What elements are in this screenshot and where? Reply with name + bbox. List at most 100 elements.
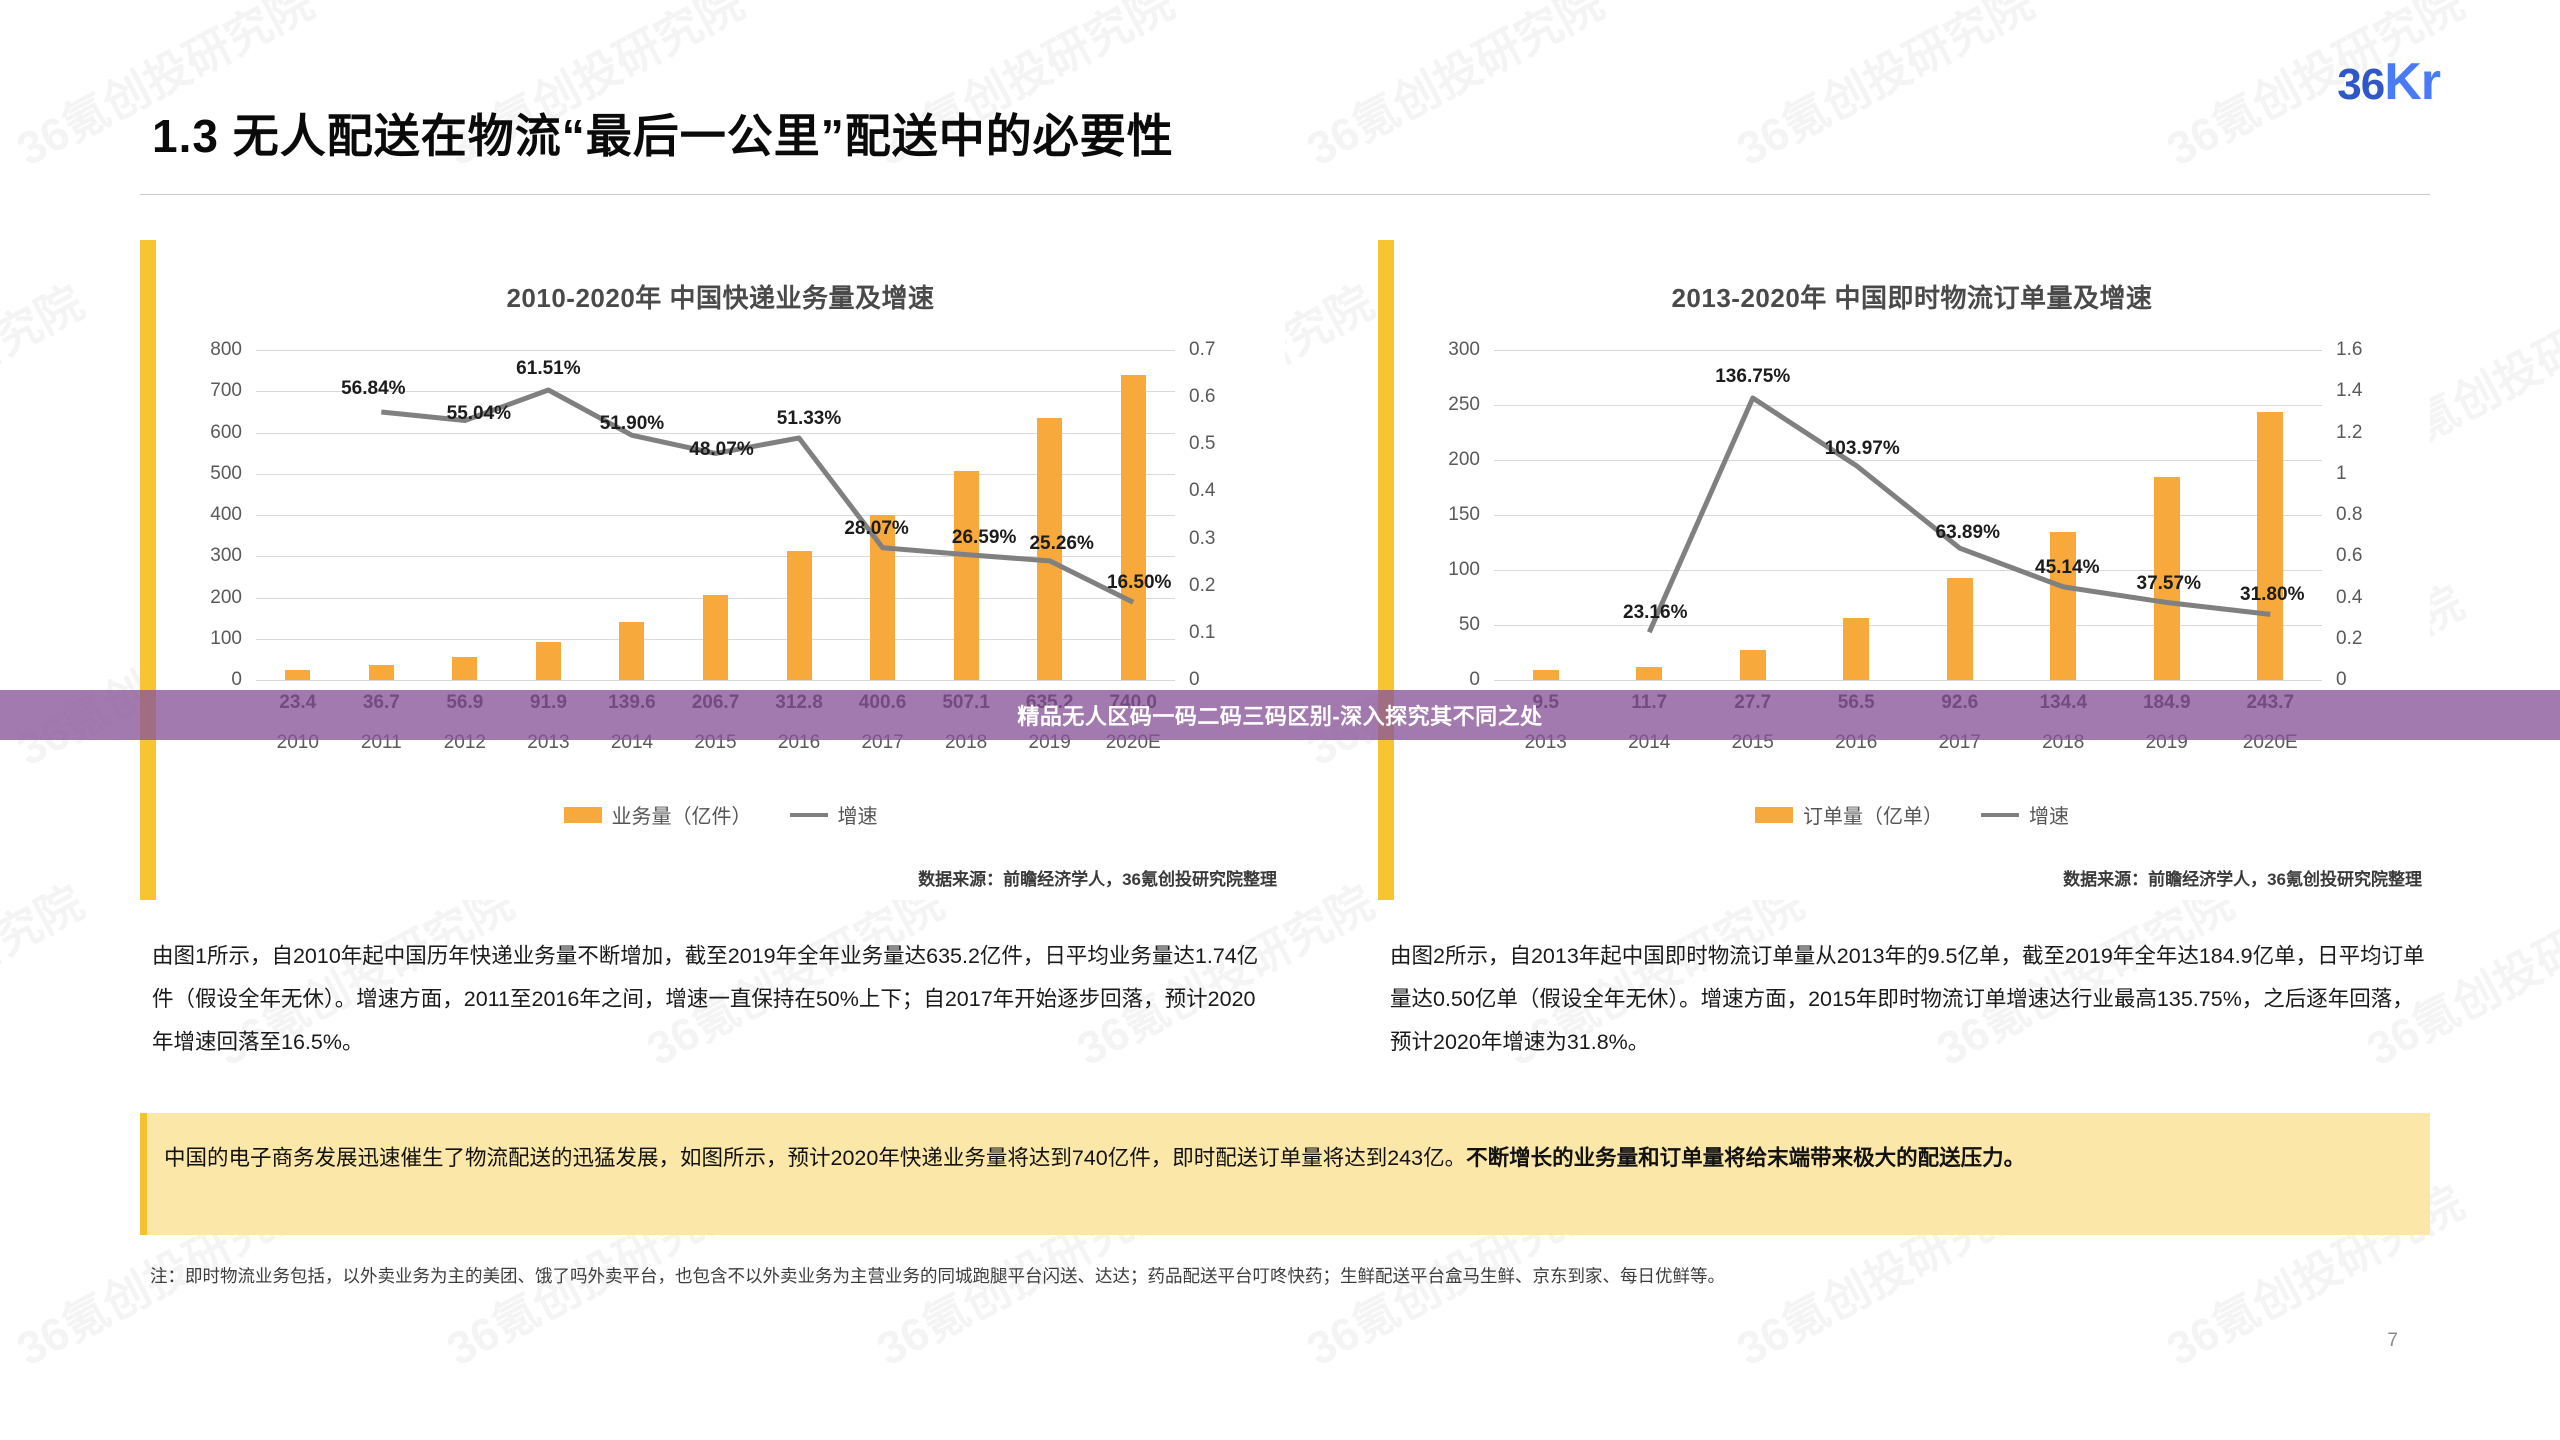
y-axis-tick-right: 0.6 <box>1189 386 1216 408</box>
chart-title: 2010-2020年 中国快递业务量及增速 <box>506 283 935 313</box>
bar <box>2257 411 2284 680</box>
y-axis-tick-right: 1.6 <box>2336 339 2363 360</box>
gridline <box>256 515 1175 516</box>
footnote: 注：即时物流业务包括，以外卖业务为主的美团、饿了吗外卖平台，也包含不以外卖业务为… <box>150 1266 1725 1286</box>
page-number: 7 <box>2387 1330 2398 1351</box>
y-axis-tick-left: 100 <box>1448 559 1480 580</box>
growth-rate-label: 51.33% <box>776 408 842 430</box>
growth-rate-label: 23.16% <box>1623 602 1688 624</box>
highlight-callout: 中国的电子商务发展迅速催生了物流配送的迅猛发展，如图所示，预计2020年快递业务… <box>140 1113 2430 1235</box>
bar <box>702 594 729 680</box>
growth-rate-label: 63.89% <box>1935 522 2000 544</box>
overlay-banner-text: 精品无人区码一码二码三码区别-深入探究其不同之处 <box>1017 704 1543 729</box>
y-axis-tick-left: 200 <box>1448 449 1480 470</box>
logo-k-text: Kr <box>2384 53 2441 111</box>
gridline <box>1494 570 2322 571</box>
title-divider <box>140 194 2430 195</box>
gridline <box>1494 680 2322 681</box>
chart-source: 数据来源：前瞻经济学人，36氪创投研究院整理 <box>918 870 1277 889</box>
y-axis-tick-right: 0 <box>2336 669 2347 690</box>
gridline <box>256 432 1175 434</box>
plot-area: 0 100 200 300 400 500 600 700 800 0 0.1 0.2 0.3 0.4 0.… <box>210 339 1215 753</box>
y-axis-tick-right: 0.5 <box>1189 433 1216 455</box>
chart-canvas-instant: 2013-2020年 中国即时物流订单量及增速 0 50 100 150 200 250 30… <box>1394 240 2430 900</box>
growth-rate-label: 51.90% <box>599 413 665 435</box>
page-title: 1.3 无人配送在物流“最后一公里”配送中的必要性 <box>152 110 1174 162</box>
growth-rate-label: 37.57% <box>2136 572 2201 594</box>
watermark-text: 36氪创投研究院 <box>0 275 92 476</box>
y-axis-tick-right: 0.2 <box>1189 574 1216 596</box>
highlight-accent-bar <box>140 1113 147 1235</box>
legend-line-swatch-icon <box>789 812 828 817</box>
y-axis-tick-left: 400 <box>210 504 242 525</box>
bar <box>870 514 896 680</box>
highlight-strong-text: 不断增长的业务量和订单量将给末端带来极大的配送压力。 <box>1466 1146 2026 1170</box>
y-axis-tick-left: 800 <box>210 339 242 360</box>
y-axis-tick-left: 600 <box>210 421 242 443</box>
growth-rate-label: 45.14% <box>2035 556 2100 578</box>
chart-panel-instant: 2013-2020年 中国即时物流订单量及增速 0 50 100 150 200 250 30… <box>1378 240 2430 900</box>
bar <box>1843 617 1870 680</box>
growth-rate-label: 103.97% <box>1824 437 1900 459</box>
y-axis-tick-left: 700 <box>210 380 242 402</box>
highlight-normal-text: 中国的电子商务发展迅速催生了物流配送的迅猛发展，如图所示，预计2020年快递业务… <box>164 1146 1467 1170</box>
overlay-banner: 精品无人区码一码二码三码区别-深入探究其不同之处 <box>0 690 2560 740</box>
legend-label-volume: 订单量（亿单） <box>1803 806 1943 828</box>
gridline <box>1494 405 2322 406</box>
gridline <box>256 391 1175 393</box>
y-axis-tick-right: 0.4 <box>1189 480 1216 502</box>
y-axis-tick-left: 250 <box>1448 394 1480 415</box>
y-axis-tick-right: 0 <box>1189 669 1200 690</box>
bar <box>452 656 478 680</box>
y-axis-tick-left: 500 <box>210 462 242 484</box>
bar <box>1739 649 1766 680</box>
y-axis-tick-right: 0.1 <box>1189 621 1216 643</box>
paragraph-chart1: 由图1所示，自2010年起中国历年快递业务量不断增加，截至2019年全年业务量达… <box>152 944 1259 1054</box>
legend-bar-swatch-icon <box>563 806 602 823</box>
bar <box>285 670 311 680</box>
bar <box>1532 669 1559 680</box>
legend-bar-swatch-icon <box>1755 806 1793 823</box>
bar <box>953 470 979 680</box>
legend-label-growth: 增速 <box>2029 806 2069 828</box>
panel-accent-bar <box>140 240 156 900</box>
y-axis-tick-right: 0.6 <box>2336 545 2363 567</box>
growth-rate-label: 31.80% <box>2240 584 2305 606</box>
gridline <box>1494 460 2322 461</box>
gridline <box>1494 625 2322 626</box>
chart-legend: 订单量（亿单） 增速 <box>1394 800 2430 829</box>
chart-panel-express: 2010-2020年 中国快递业务量及增速 0 100 200 300 400 500 600… <box>140 240 1285 900</box>
highlight-text: 中国的电子商务发展迅速催生了物流配送的迅猛发展，如图所示，预计2020年快递业务… <box>164 1135 2410 1181</box>
growth-rate-label: 48.07% <box>689 439 754 461</box>
growth-rate-label: 136.75% <box>1715 365 1791 387</box>
growth-rate-label: 55.04% <box>446 402 512 424</box>
bar <box>619 622 645 680</box>
y-axis-tick-left: 200 <box>210 586 242 608</box>
bar <box>2050 532 2077 680</box>
legend-item-growth: 增速 <box>789 800 878 829</box>
y-axis-tick-right: 0.8 <box>2336 504 2363 525</box>
chart-canvas-express: 2010-2020年 中国快递业务量及增速 0 100 200 300 400 500 600… <box>156 240 1285 900</box>
gridline <box>256 680 1175 681</box>
bar <box>1037 417 1063 680</box>
chart-source: 数据来源：前瞻经济学人，36氪创投研究院整理 <box>2063 870 2422 889</box>
legend-line-swatch-icon <box>1981 812 2019 817</box>
watermark-text: 36氪创投研究院 <box>1728 0 2042 176</box>
gridline <box>256 350 1175 351</box>
growth-rate-label: 16.50% <box>1106 572 1172 594</box>
y-axis-tick-left: 50 <box>1458 614 1480 635</box>
gridline <box>256 556 1175 558</box>
paragraph-chart2: 由图2所示，自2013年起中国即时物流订单量从2013年的9.5亿单，截至201… <box>1390 944 2425 1054</box>
y-axis-tick-left: 150 <box>1448 504 1480 525</box>
legend-label-growth: 增速 <box>837 806 878 828</box>
bar <box>368 664 394 680</box>
bar <box>786 550 812 680</box>
growth-rate-label: 56.84% <box>341 378 406 400</box>
y-axis-tick-left: 300 <box>210 545 242 567</box>
y-axis-tick-right: 0.2 <box>2336 627 2363 649</box>
brand-logo: 36Kr <box>2337 52 2441 112</box>
plot-area: 0 50 100 150 200 250 300 0 0.2 0.4 0.6 0.8 1 1.2 1.4 1.… <box>1448 339 2362 753</box>
growth-rate-label: 28.07% <box>844 517 909 539</box>
y-axis-tick-left: 300 <box>1448 339 1480 360</box>
watermark-text: 36氪创投研究院 <box>0 875 92 1076</box>
